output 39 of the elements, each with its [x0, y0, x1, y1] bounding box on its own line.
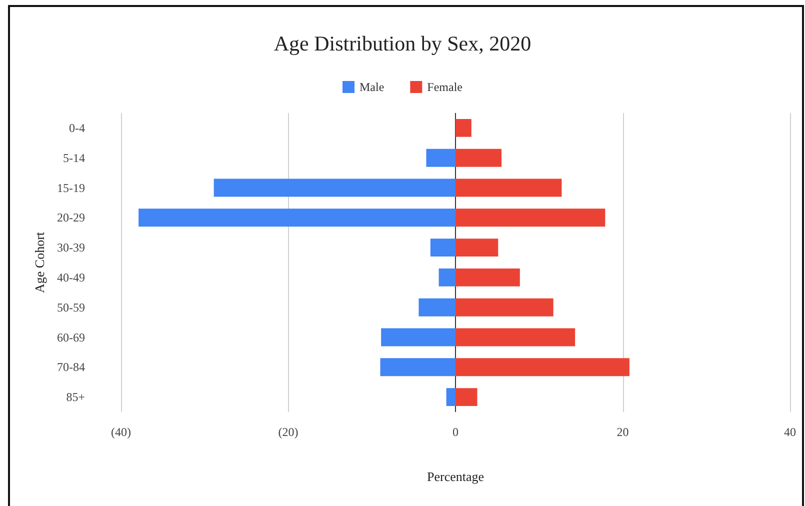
y-tick-label: 60-69	[57, 330, 85, 344]
y-tick-label: 50-59	[57, 300, 85, 314]
bar	[456, 148, 502, 167]
bar	[418, 298, 456, 316]
bar	[456, 238, 498, 257]
y-tick-label: 15-19	[57, 180, 85, 195]
y-tick-label: 70-84	[57, 360, 85, 374]
bar	[456, 118, 472, 137]
bar	[456, 178, 562, 197]
y-tick-label: 40-49	[57, 270, 85, 284]
x-tick-label: 0	[452, 425, 458, 439]
legend-label: Male	[360, 80, 384, 94]
x-axis-title: Percentage	[426, 469, 484, 484]
x-tick-label: 40	[784, 425, 796, 439]
bar	[456, 208, 606, 227]
y-axis-title: Age Cohort	[32, 232, 47, 294]
y-tick-label: 85+	[66, 390, 86, 404]
bar	[381, 328, 456, 346]
x-tick-label: (20)	[278, 425, 298, 439]
x-tick-label: 20	[616, 425, 629, 439]
y-tick-label: 5-14	[63, 150, 85, 165]
chart-title: Age Distribution by Sex, 2020	[274, 32, 532, 56]
bar	[446, 388, 456, 406]
bar	[456, 298, 554, 316]
y-tick-label: 0-4	[69, 120, 85, 135]
bar	[430, 238, 456, 257]
bar	[214, 178, 456, 197]
bar	[456, 388, 478, 406]
bar	[438, 268, 456, 286]
y-tick-label: 20-29	[57, 210, 85, 225]
x-tick-label: (40)	[111, 425, 131, 439]
legend-label: Female	[427, 80, 462, 94]
y-tick-label: 30-39	[57, 240, 85, 255]
bar	[456, 268, 520, 286]
bar	[138, 208, 456, 227]
bar	[456, 358, 630, 376]
bar	[456, 328, 576, 346]
bar	[426, 148, 456, 167]
bar	[380, 358, 456, 376]
